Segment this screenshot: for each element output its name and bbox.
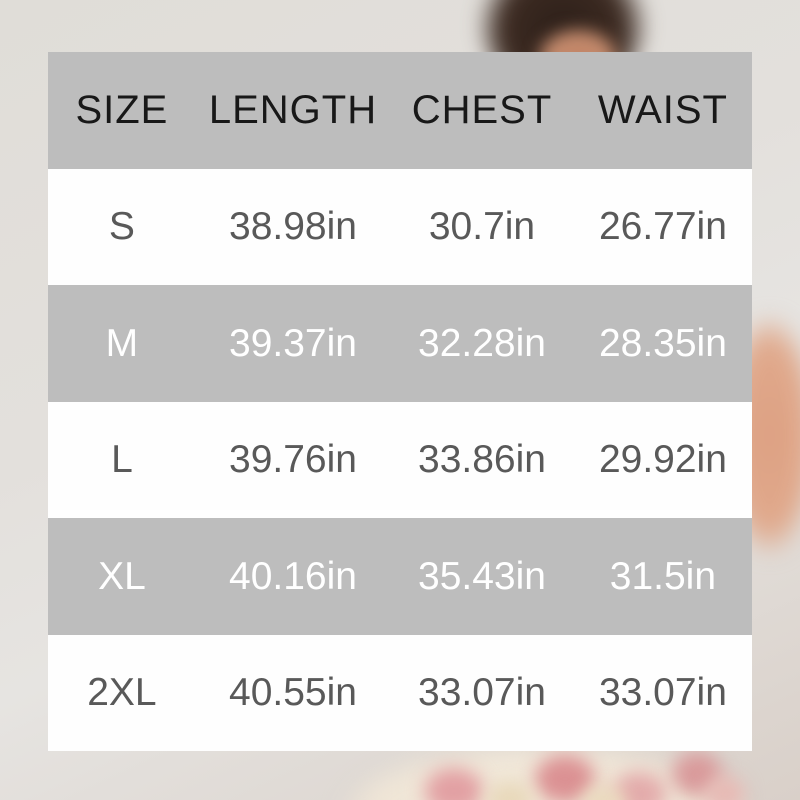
length-cell: 40.55in [229, 671, 357, 715]
waist-cell: 28.35in [598, 321, 727, 365]
size-chart-table: SIZE LENGTH CHEST WAIST S 38.98in 30.7in… [48, 52, 752, 751]
table-row-xl: XL 40.16in 35.43in 31.5in [48, 518, 752, 635]
table-row-s: S 38.98in 30.7in 26.77in [48, 168, 752, 285]
column-header-length: LENGTH [208, 88, 378, 133]
length-cell: 39.76in [229, 438, 357, 482]
floral-print-spot [487, 782, 533, 800]
length-cell: 38.98in [229, 205, 357, 249]
column-header-chest: CHEST [411, 88, 553, 133]
column-header-waist: WAIST [597, 88, 728, 133]
floral-print-spot [705, 776, 745, 800]
size-cell: M [105, 321, 139, 365]
floral-print-spot [582, 786, 626, 800]
table-row-l: L 39.76in 33.86in 29.92in [48, 401, 752, 518]
table-header-row: SIZE LENGTH CHEST WAIST [48, 52, 752, 169]
length-cell: 39.37in [229, 321, 357, 365]
table-row-2xl: 2XL 40.55in 33.07in 33.07in [48, 634, 752, 751]
length-cell: 40.16in [229, 554, 357, 598]
waist-cell: 33.07in [598, 671, 727, 715]
waist-cell: 31.5in [609, 554, 717, 598]
size-cell: S [108, 205, 135, 249]
waist-cell: 26.77in [598, 205, 727, 249]
size-cell: L [111, 438, 133, 482]
table-row-m: M 39.37in 32.28in 28.35in [48, 285, 752, 402]
chest-cell: 33.86in [418, 438, 546, 482]
column-header-size: SIZE [75, 88, 169, 133]
size-cell: XL [98, 554, 146, 598]
chest-cell: 33.07in [418, 671, 546, 715]
chest-cell: 32.28in [418, 321, 546, 365]
chest-cell: 35.43in [418, 554, 546, 598]
floral-print-spot [425, 768, 483, 800]
size-cell: 2XL [87, 671, 157, 715]
chest-cell: 30.7in [428, 205, 536, 249]
waist-cell: 29.92in [598, 438, 727, 482]
